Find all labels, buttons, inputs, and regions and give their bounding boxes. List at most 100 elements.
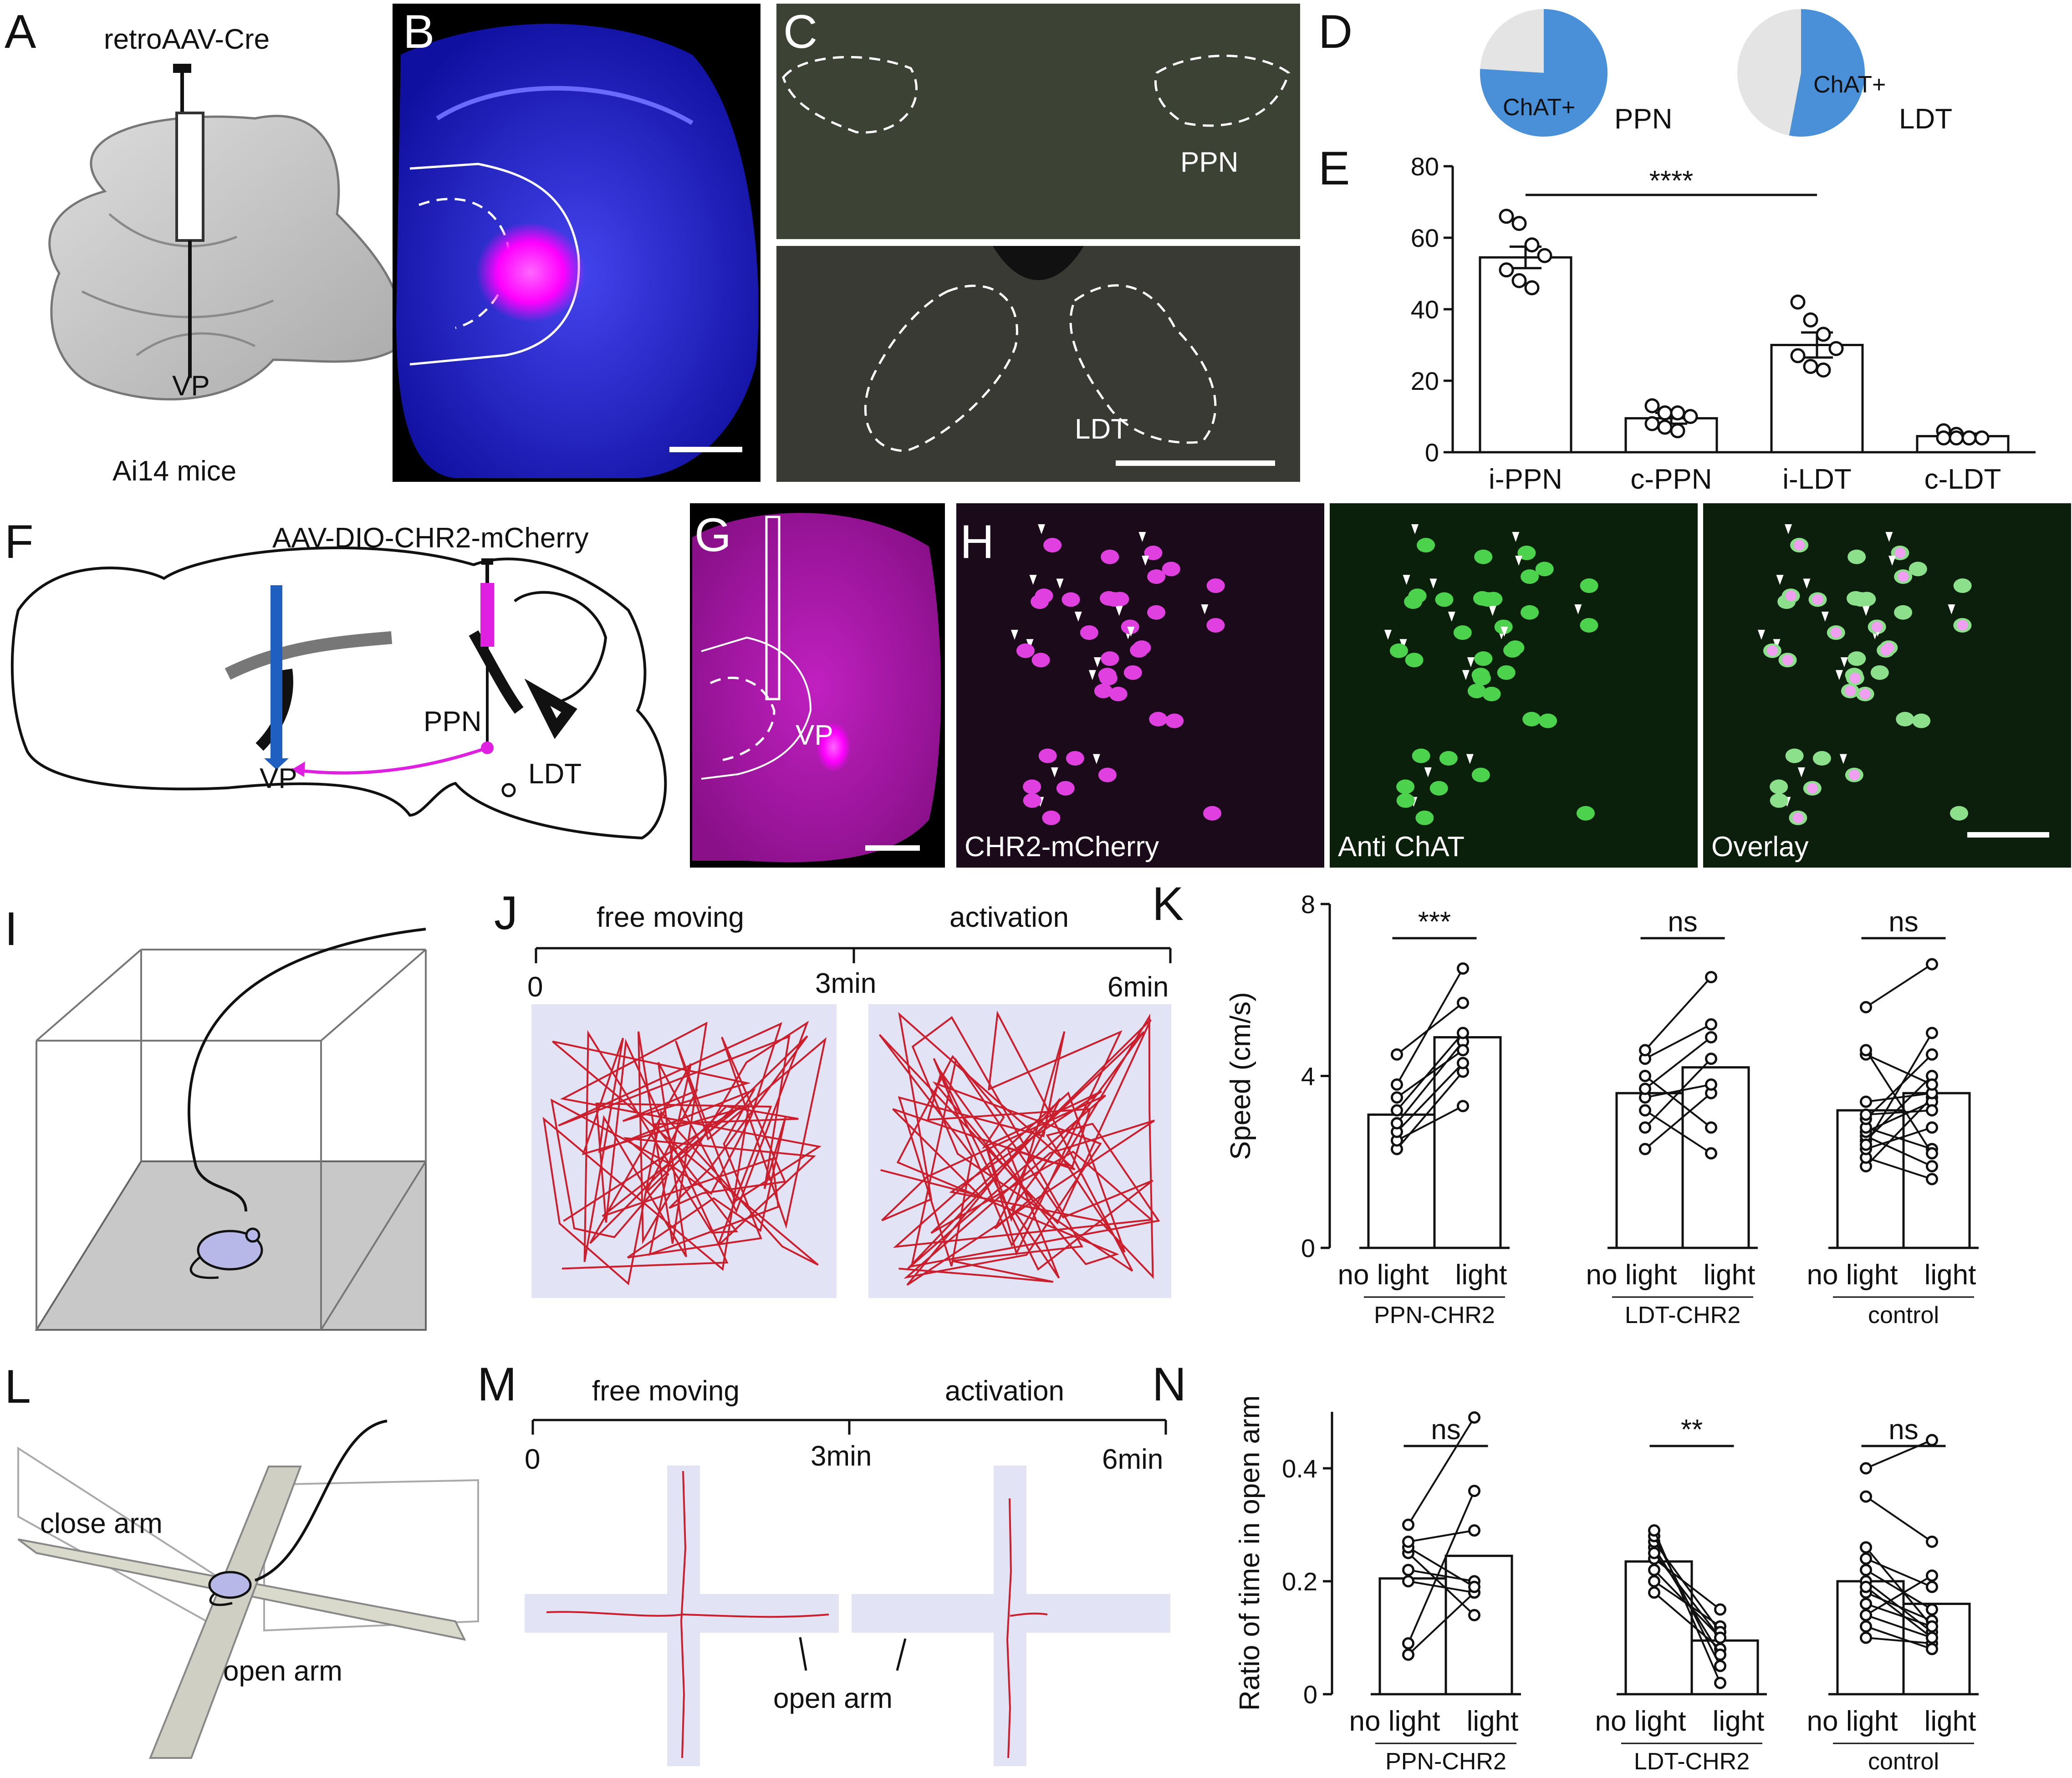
open-arm-label: open arm	[773, 1683, 893, 1714]
data-point	[1926, 1147, 1938, 1160]
panel-label-n: N	[1152, 1358, 1186, 1411]
cell-body	[1206, 578, 1225, 593]
panel-label-d: D	[1318, 5, 1352, 58]
data-point	[1926, 1643, 1938, 1655]
arrowhead-marker	[1840, 657, 1848, 668]
data-point	[1457, 1057, 1469, 1069]
chart-k: 0 4 8 Speed (cm/s) *** no light light PPN-CHR2 n…	[1225, 890, 1979, 1328]
paired-line	[1644, 1109, 1712, 1155]
x-tick-label: no light	[1338, 1259, 1429, 1291]
paired-line	[1396, 1041, 1464, 1124]
paired-line	[1644, 976, 1712, 1051]
y-tick-label: 0	[1425, 438, 1439, 467]
group-label: LDT-CHR2	[1634, 1748, 1750, 1775]
cell-body	[1482, 686, 1501, 701]
arrowhead-marker	[1839, 754, 1847, 764]
data-point	[1714, 1603, 1726, 1616]
paired-line	[1865, 1614, 1933, 1639]
paired-line	[1865, 1586, 1933, 1639]
x-tick-label: no light	[1586, 1259, 1677, 1291]
paired-line	[1396, 968, 1464, 1085]
cell-body	[1539, 713, 1557, 728]
panel-k: K 0 4 8 Speed (cm/s) *** no light light PPN-CHR…	[1152, 878, 1979, 1328]
ppn-left-outline	[782, 56, 918, 134]
data-point	[1511, 273, 1527, 288]
data-point	[1926, 1620, 1938, 1633]
data-point	[1639, 1121, 1651, 1134]
arrowhead-marker	[1773, 639, 1781, 649]
data-point	[1705, 1052, 1717, 1065]
data-point	[1648, 1586, 1660, 1599]
data-point	[1468, 1411, 1480, 1424]
cell-body	[1105, 592, 1123, 607]
colocalized-cell	[1766, 645, 1778, 656]
data-point	[1828, 341, 1844, 356]
arrowhead-marker	[1026, 639, 1034, 649]
paired-line	[1408, 1546, 1475, 1588]
significance-label: **	[1681, 1414, 1703, 1446]
data-point	[1961, 430, 1977, 446]
data-point	[1926, 1580, 1938, 1593]
colocalized-cell	[1883, 642, 1894, 654]
pie-ppn	[1480, 9, 1608, 137]
panel-g: VP G	[690, 503, 945, 868]
cell-body	[1133, 640, 1151, 655]
significance-label: ***	[1418, 906, 1451, 938]
arrowhead-marker	[1403, 575, 1410, 585]
phase-label-free: free moving	[592, 1375, 740, 1407]
panel-label-l: L	[5, 1360, 31, 1413]
arrowhead-marker	[1092, 754, 1100, 764]
paired-line	[1408, 1552, 1475, 1616]
panel-a: A retroAAV-Cre VP Ai14 mice	[5, 5, 403, 487]
cell-body	[1066, 751, 1084, 766]
data-point	[1499, 262, 1514, 278]
cell-body	[1101, 651, 1119, 666]
data-point	[1468, 1524, 1480, 1537]
group-label: control	[1868, 1748, 1939, 1775]
data-point	[1657, 405, 1673, 421]
vp-region-outline	[701, 636, 812, 780]
ppn-label: PPN	[424, 706, 481, 737]
syringe-icon	[173, 64, 204, 378]
pie-ldt-region-label: LDT	[1899, 103, 1952, 135]
paired-line	[1865, 1126, 1933, 1150]
arrowhead-marker	[1821, 612, 1829, 622]
x-tick-label: light	[1713, 1706, 1765, 1737]
cell-body	[1396, 793, 1415, 808]
y-axis-label: Speed (cm/s)	[1225, 992, 1256, 1160]
paired-line	[1644, 1023, 1712, 1060]
significance-label: ns	[1668, 906, 1697, 938]
data-point	[1705, 1078, 1717, 1091]
ppn-right-outline	[1154, 55, 1290, 127]
time-label-0: 0	[527, 971, 543, 1003]
cell-body	[1517, 546, 1536, 561]
paired-line	[1396, 1071, 1464, 1150]
paired-line	[1865, 1569, 1933, 1610]
data-point	[1648, 1547, 1660, 1559]
trajectory-activation	[1006, 1498, 1048, 1758]
x-tick-label: light	[1924, 1259, 1976, 1291]
ldt-right-outline	[1069, 284, 1217, 444]
data-point	[1639, 1104, 1651, 1117]
arrowhead-marker	[1424, 767, 1432, 777]
cell-body	[1042, 810, 1061, 825]
y-axis-label: Ratio of time in open arm	[1234, 1395, 1266, 1711]
paired-line	[1396, 1032, 1464, 1111]
cell-body	[1471, 668, 1490, 683]
y-tick-label: 20	[1411, 367, 1439, 395]
cell-body	[1023, 779, 1041, 794]
panel-h: CHR2-mCherry Anti ChAT Overlay H	[956, 503, 2071, 868]
vp-label: VP	[796, 720, 833, 751]
pie-slice-chat	[1480, 9, 1608, 137]
cell-body	[1467, 684, 1486, 699]
data-point	[1511, 216, 1527, 231]
panel-label-e: E	[1318, 142, 1350, 195]
cell-body	[1412, 748, 1430, 763]
data-point	[1860, 1095, 1872, 1108]
y-tick-label: 80	[1411, 152, 1439, 181]
data-point	[1926, 1078, 1938, 1091]
optic-fiber-cable	[254, 1420, 388, 1582]
x-tick-label: i-PPN	[1489, 464, 1562, 495]
paired-line	[1653, 1552, 1721, 1639]
x-tick-label: no light	[1807, 1259, 1898, 1291]
